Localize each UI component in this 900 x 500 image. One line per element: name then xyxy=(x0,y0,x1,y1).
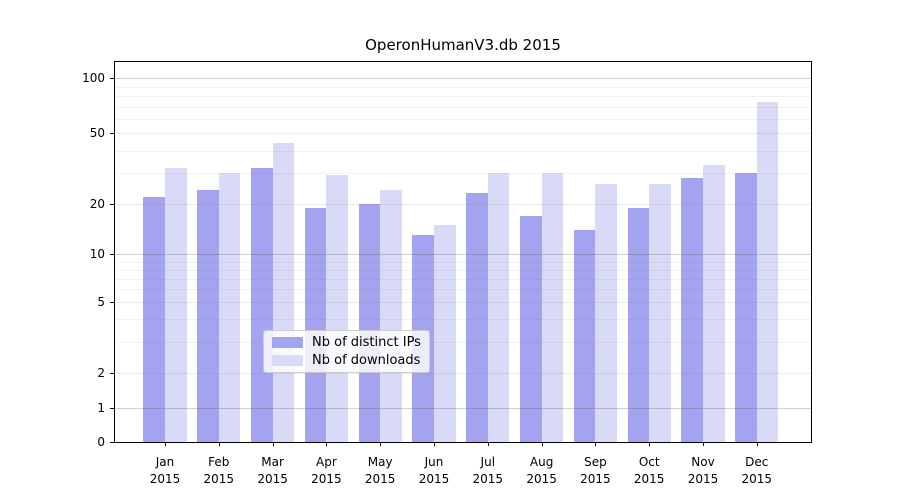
y-tick-mark-50 xyxy=(110,133,115,135)
bar-distinct-ips-may xyxy=(358,204,381,442)
bar-downloads-jul xyxy=(487,172,510,442)
bar-downloads-jan xyxy=(165,167,187,442)
gridline-40 xyxy=(115,150,811,152)
x-tick-label-jan: Jan 2015 xyxy=(149,455,181,486)
gridline-5 xyxy=(115,301,811,303)
chart-title: OperonHumanV3.db 2015 xyxy=(365,36,561,54)
bar-distinct-ips-oct xyxy=(627,207,650,442)
x-tick-label-aug: Aug 2015 xyxy=(526,455,557,486)
bar-distinct-ips-aug xyxy=(519,215,542,442)
gridline-8 xyxy=(115,269,811,271)
x-tick-label-sep: Sep 2015 xyxy=(580,455,611,486)
x-tick-mark-aug xyxy=(541,442,543,446)
y-tick-mark-10 xyxy=(110,254,115,256)
y-tick-label-0: 0 xyxy=(97,435,105,449)
bar-downloads-sep xyxy=(595,183,618,442)
x-tick-mark-apr xyxy=(326,442,328,446)
x-tick-mark-may xyxy=(380,442,382,446)
legend-label-downloads: Nb of downloads xyxy=(312,352,421,368)
legend-entry-downloads: Nb of downloads xyxy=(272,353,421,368)
gridline-60 xyxy=(115,118,811,120)
bar-downloads-aug xyxy=(541,172,564,442)
x-tick-mark-sep xyxy=(595,442,597,446)
bar-downloads-jun xyxy=(434,224,456,442)
gridline-90 xyxy=(115,86,811,88)
x-tick-mark-jun xyxy=(434,442,435,446)
y-tick-mark-1 xyxy=(110,408,115,410)
y-tick-label-1: 1 xyxy=(97,401,105,416)
gridline-80 xyxy=(115,96,811,97)
y-tick-mark-100 xyxy=(110,78,115,80)
bar-downloads-nov xyxy=(703,165,725,442)
bar-downloads-apr xyxy=(326,175,349,442)
bar-distinct-ips-dec xyxy=(735,172,757,442)
x-tick-label-nov: Nov 2015 xyxy=(687,455,719,486)
x-tick-label-apr: Apr 2015 xyxy=(311,455,342,486)
legend-swatch-downloads xyxy=(272,354,303,366)
bar-downloads-feb xyxy=(218,172,241,442)
y-tick-label-5: 5 xyxy=(97,294,105,309)
bar-distinct-ips-mar xyxy=(250,167,273,442)
bar-downloads-dec xyxy=(756,102,779,442)
y-tick-label-10: 10 xyxy=(89,247,105,262)
bar-distinct-ips-apr xyxy=(304,207,327,442)
gridline-70 xyxy=(115,106,811,108)
gridline-6 xyxy=(115,289,811,291)
gridline-3 xyxy=(115,341,811,343)
x-tick-mark-nov xyxy=(703,442,704,446)
gridline-20 xyxy=(115,204,811,205)
y-tick-mark-20 xyxy=(110,204,115,205)
gridline-7 xyxy=(115,278,811,280)
x-tick-mark-oct xyxy=(649,442,651,446)
bar-distinct-ips-nov xyxy=(681,178,703,442)
x-tick-label-jun: Jun 2015 xyxy=(418,455,450,486)
y-tick-mark-0 xyxy=(110,442,115,443)
y-tick-mark-2 xyxy=(110,373,115,375)
y-tick-label-2: 2 xyxy=(97,366,105,381)
bar-downloads-may xyxy=(380,189,402,442)
y-tick-mark-5 xyxy=(110,301,115,303)
x-tick-label-dec: Dec 2015 xyxy=(741,455,773,486)
y-tick-label-100: 100 xyxy=(82,71,105,86)
bar-downloads-oct xyxy=(649,183,671,442)
bar-distinct-ips-jan xyxy=(143,196,165,442)
x-tick-label-mar: Mar 2015 xyxy=(257,455,288,486)
bar-distinct-ips-jul xyxy=(466,193,488,442)
legend: Nb of distinct IPs Nb of downloads xyxy=(263,330,430,373)
x-tick-mark-dec xyxy=(756,442,758,446)
gridline-30 xyxy=(115,172,811,174)
gridline-2 xyxy=(115,373,811,375)
x-tick-label-feb: Feb 2015 xyxy=(203,455,235,486)
legend-entry-distinct-ips: Nb of distinct IPs xyxy=(272,335,421,350)
gridline-1 xyxy=(115,408,811,410)
plot-area: 0 1 2 5 10 20 50 100 Jan 2015 Feb 2015 Mar 2015 Apr… xyxy=(82,61,812,486)
legend-swatch-distinct-ips xyxy=(272,337,303,349)
x-tick-label-jul: Jul 2015 xyxy=(472,455,504,486)
gridline-4 xyxy=(115,319,811,321)
bar-distinct-ips-sep xyxy=(573,229,596,442)
x-tick-label-may: May 2015 xyxy=(364,455,396,486)
y-tick-label-20: 20 xyxy=(89,197,105,211)
x-tick-mark-jul xyxy=(487,442,489,446)
gridline-100 xyxy=(115,78,811,80)
legend-label-distinct-ips: Nb of distinct IPs xyxy=(312,335,421,351)
x-tick-label-oct: Oct 2015 xyxy=(633,455,665,486)
x-tick-mark-mar xyxy=(272,442,274,446)
gridline-50 xyxy=(115,133,811,135)
bar-distinct-ips-feb xyxy=(197,189,219,442)
y-tick-label-50: 50 xyxy=(89,126,105,141)
gridline-9 xyxy=(115,261,811,263)
bar-downloads-mar xyxy=(272,143,295,442)
x-tick-mark-jan xyxy=(165,442,166,446)
x-tick-mark-feb xyxy=(218,442,220,446)
gridline-10 xyxy=(115,254,811,256)
